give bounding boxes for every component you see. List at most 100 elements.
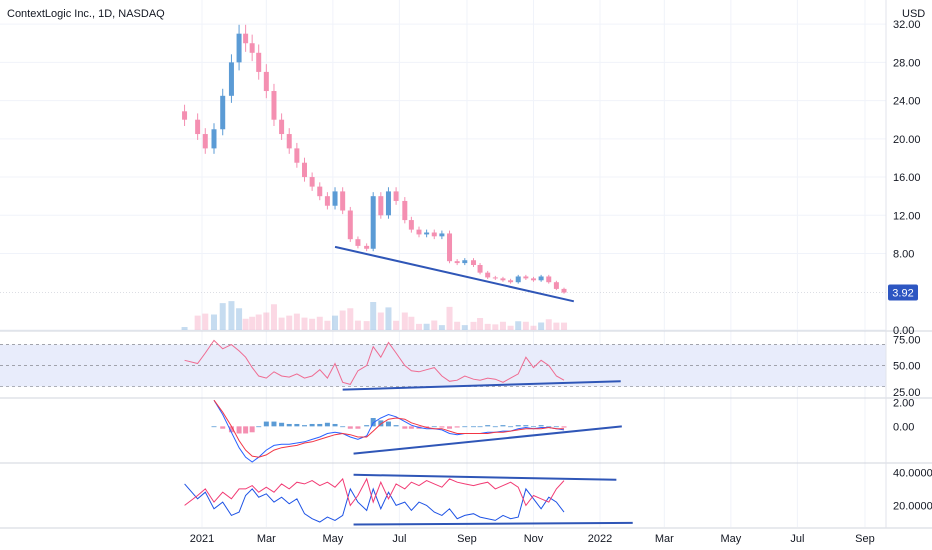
price-tick-label: 20.00 [893,134,921,146]
rsi-band-group [0,344,886,387]
price-candle [477,265,483,273]
macd-histogram-bar [424,426,430,428]
macd-trendline[interactable] [353,425,622,455]
volume-bar [263,312,270,330]
macd-signal-line [213,399,564,458]
price-candle [286,134,292,149]
macd-histogram-bar [402,426,408,429]
price-candle [347,210,353,240]
volume-bar [363,321,370,330]
volume-bar [477,318,484,330]
price-candle [508,280,514,283]
price-candle [439,233,445,237]
price-tick-label: 24.00 [893,96,921,108]
volume-bar [438,325,445,330]
price-candle [195,119,201,135]
price-candle [424,232,430,235]
rsi-line [184,339,565,385]
rsi-trendline[interactable] [342,380,621,391]
volume-bar [210,314,217,330]
volume-bar [249,316,256,330]
x-tick-label: Nov [524,533,544,545]
volume-bar [499,321,506,330]
macd-histogram-bar [462,426,468,428]
volume-bar [538,322,545,330]
volume-bar [492,324,499,330]
macd-tick-label: 0.00 [893,421,914,433]
price-candle [523,276,529,279]
macd-histogram-bar [393,425,399,427]
dmi-upper-trendline[interactable] [353,473,617,481]
volume-bar [431,320,438,330]
macd-line [213,399,565,463]
volume-bar [309,318,316,330]
trendlines[interactable] [334,245,633,526]
chart-series [182,24,567,523]
price-candle [500,278,506,281]
last-price-badge [888,284,918,301]
volume-bar [385,307,392,330]
volume-bar [316,316,323,330]
dmi-lower-trendline[interactable] [353,521,633,526]
macd-histogram-bar [211,426,217,428]
macd-histogram-bar [340,426,346,428]
macd-histogram-bar [538,425,544,427]
time-axis[interactable]: 2021 Mar May Jul Sep Nov 2022 Mar May Jul Sep [190,533,875,545]
macd-histogram-bar [508,426,514,428]
price-candle [408,220,414,230]
price-candle [492,277,498,279]
macd-histogram-bar [309,423,315,427]
macd-histogram-bar [301,425,307,427]
price-candle [553,282,559,289]
price-candle [279,119,285,135]
x-tick-label: Sep [855,533,875,545]
volume-bar [393,320,400,330]
macd-histogram-bar [249,426,255,433]
macd-histogram-bar [553,426,559,428]
price-tick-label: 16.00 [893,172,921,184]
price-candle [301,162,307,178]
price-trendline[interactable] [334,245,575,303]
volume-bar [408,316,415,330]
volume-bar [347,308,354,330]
macd-histogram-bar [294,423,300,427]
volume-bar [553,322,560,330]
price-candle [471,260,477,265]
macd-histogram-bar [370,418,376,427]
volume-bar [522,321,529,330]
volume-bar [255,314,262,330]
macd-histogram-bar [454,426,460,428]
x-tick-label: 2021 [190,533,214,545]
price-candle [515,276,521,283]
currency-label: USD [902,8,925,20]
price-candle [249,43,255,53]
x-tick-label: May [322,533,343,545]
price-candle [538,276,544,281]
volume-bar [507,325,514,330]
volume-bar [236,308,243,330]
volume-bar [423,323,430,330]
x-tick-label: Sep [457,533,477,545]
price-tick-label: 8.00 [893,249,914,261]
volume-bar [415,323,422,330]
x-tick-label: 2022 [588,533,612,545]
price-candle [202,134,208,149]
price-candle [332,191,338,206]
price-axis[interactable]: 32.0028.0024.0020.0016.0012.008.000.0075… [888,19,932,512]
macd-histogram-bar [408,426,414,429]
price-candle [211,129,217,149]
rsi-tick-label: 50.00 [893,361,921,373]
price-candle [561,288,567,293]
last-price-label: 3.92 [892,288,913,300]
volume-bar [377,312,384,330]
volume-bar [339,310,346,330]
pane-dividers[interactable] [0,0,932,529]
price-candle [220,95,226,130]
macd-histogram-bar [523,425,529,427]
price-candle [355,239,361,246]
volume-bars [181,301,568,330]
x-tick-label: May [720,533,741,545]
volume-bar [301,317,308,330]
